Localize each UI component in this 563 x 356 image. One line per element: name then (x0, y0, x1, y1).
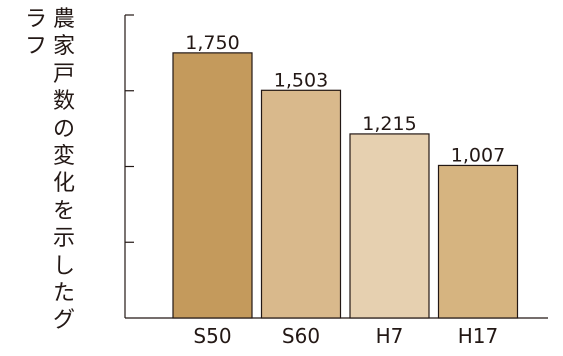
value-label-s50: 1,750 (185, 32, 239, 54)
x-tick-label-h17: H17 (458, 324, 499, 348)
value-label-h7: 1,215 (362, 113, 416, 135)
bar-s50 (172, 52, 253, 319)
bar-s60 (260, 89, 342, 319)
value-label-s60: 1,503 (274, 69, 328, 91)
x-tick-label-h7: H7 (376, 324, 404, 348)
bar-h7 (349, 133, 430, 319)
y-axis-label-continued: ラフ (24, 7, 47, 60)
y-axis-label: 農家戸数の変化を示したグ (52, 7, 75, 334)
bar-h17 (437, 164, 519, 319)
x-tick-label-s50: S50 (193, 324, 231, 348)
x-tick-label-s60: S60 (282, 324, 320, 348)
value-label-h17: 1,007 (451, 144, 505, 166)
